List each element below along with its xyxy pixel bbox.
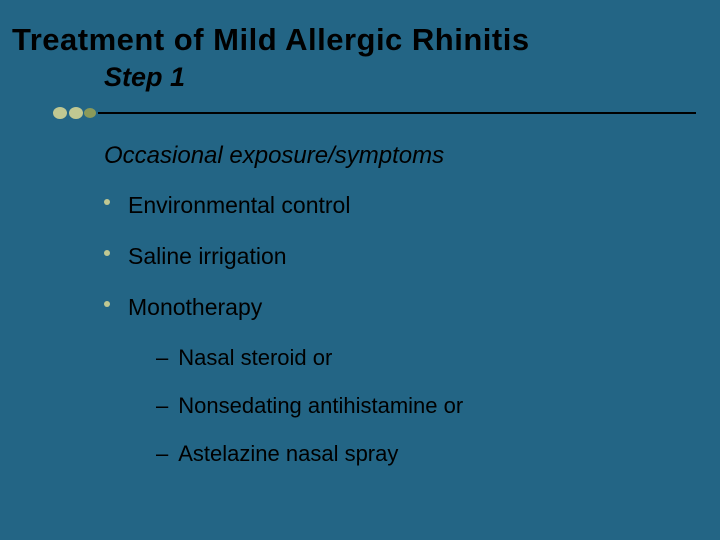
sub-list-item-label: Astelazine nasal spray (178, 441, 398, 466)
sub-list-item: –Astelazine nasal spray (156, 441, 463, 467)
content-area: Occasional exposure/symptoms Environment… (104, 142, 463, 489)
lead-text: Occasional exposure/symptoms (104, 142, 463, 170)
ornament-icon (50, 106, 98, 120)
list-item-label: Monotherapy (128, 294, 262, 321)
list-item-label: Saline irrigation (128, 243, 287, 270)
slide: Treatment of Mild Allergic Rhinitis Step… (0, 0, 720, 540)
sub-list-item: –Nasal steroid or (156, 345, 463, 371)
dash-icon: – (156, 441, 168, 466)
divider-line (98, 112, 696, 114)
list-item: Monotherapy (104, 294, 463, 321)
ornament-outer (69, 107, 83, 119)
slide-title: Treatment of Mild Allergic Rhinitis (12, 22, 530, 58)
bullet-icon (104, 250, 110, 256)
sub-list-item-label: Nasal steroid or (178, 345, 332, 370)
ornament-inner (84, 108, 96, 118)
bullet-icon (104, 301, 110, 307)
slide-subtitle: Step 1 (104, 62, 185, 93)
list-item: Environmental control (104, 192, 463, 219)
dash-icon: – (156, 345, 168, 370)
sub-list-item-label: Nonsedating antihistamine or (178, 393, 463, 418)
list-item-label: Environmental control (128, 192, 350, 219)
bullet-icon (104, 199, 110, 205)
dash-icon: – (156, 393, 168, 418)
list-item: Saline irrigation (104, 243, 463, 270)
sub-list-item: –Nonsedating antihistamine or (156, 393, 463, 419)
ornament-outer (53, 107, 67, 119)
